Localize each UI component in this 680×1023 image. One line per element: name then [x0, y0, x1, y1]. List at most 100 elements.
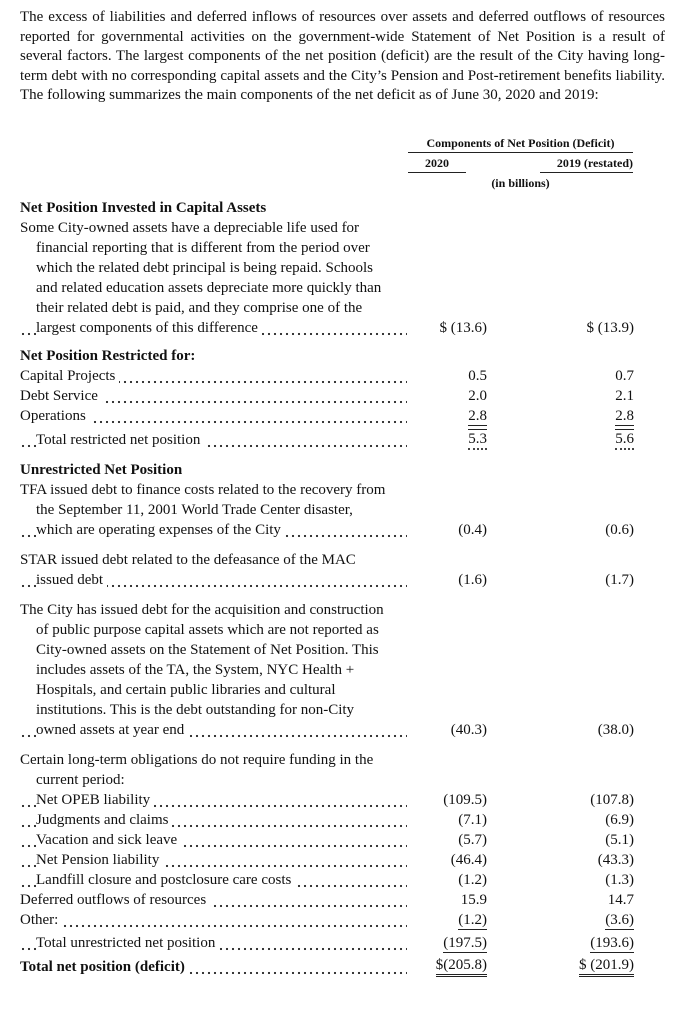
- value-text: $ (201.9): [579, 956, 634, 977]
- row-label-text: TFA issued debt to finance costs related…: [20, 482, 386, 538]
- row-label-text: Certain long-term obligations do not req…: [20, 752, 374, 788]
- value-text: (197.5): [443, 935, 487, 953]
- value-2019: 2.1: [615, 388, 634, 404]
- value-2019: 2.8: [487, 406, 634, 426]
- value-text: 5.3: [468, 429, 487, 450]
- heading-label: Net Position Restricted for:: [20, 348, 196, 364]
- value-2020: (1.6): [458, 572, 487, 588]
- row-label: Capital Projects: [20, 366, 407, 386]
- table-row: Deferred outflows of resources 15.9 14.7: [20, 890, 640, 910]
- value-2019: $ (201.9): [487, 955, 634, 977]
- row-label: Debt Service: [20, 386, 407, 406]
- value-2020: $ (13.6): [439, 320, 488, 336]
- value-2019: (5.1): [605, 832, 634, 848]
- value-2020: (1.2): [407, 910, 487, 930]
- row-label-text: Judgments and claims: [36, 812, 173, 828]
- column-header: 2019 (restated): [540, 154, 633, 173]
- row-label-text: Debt Service: [20, 388, 102, 404]
- row-label-text: Net OPEB liability: [36, 792, 155, 808]
- row-label-text: Deferred outflows of resources: [20, 892, 211, 908]
- row-label-text: Total net position (deficit): [20, 959, 189, 975]
- table-row: STAR issued debt related to the defeasan…: [20, 550, 640, 590]
- row-label: Total net position (deficit): [20, 957, 407, 977]
- section-heading: Net Position Invested in Capital Assets: [20, 198, 640, 218]
- row-label: Some City-owned assets have a depreciabl…: [20, 218, 407, 338]
- value-2020: (0.4): [458, 522, 487, 538]
- value-2020: 0.5: [468, 368, 487, 384]
- value-2019: 0.7: [615, 368, 634, 384]
- value-2020: (197.5): [407, 933, 487, 953]
- value-2020: (46.4): [450, 852, 487, 868]
- total-row: Total unrestricted net position (197.5) (1…: [20, 933, 640, 953]
- row-label: Operations: [20, 406, 407, 426]
- row-label: Judgments and claims: [20, 810, 407, 830]
- grand-total-row: Total net position (deficit) $(205.8) $ (2…: [20, 955, 640, 977]
- column-header: 2020: [408, 154, 466, 173]
- heading-label: Unrestricted Net Position: [20, 462, 183, 478]
- table-row: Debt Service 2.0 2.1: [20, 386, 640, 406]
- table-row: Other: (1.2) (3.6): [20, 910, 640, 930]
- row-label-text: The City has issued debt for the acquisi…: [20, 602, 384, 738]
- value-2019: (3.6): [487, 910, 634, 930]
- section-heading: Unrestricted Net Position: [20, 460, 640, 480]
- table-row: The City has issued debt for the acquisi…: [20, 600, 640, 740]
- value-2019: (193.6): [487, 933, 634, 953]
- row-label-text: Landfill closure and postclosure care co…: [36, 872, 296, 888]
- table-row: Capital Projects 0.5 0.7: [20, 366, 640, 386]
- row-label-text: Some City-owned assets have a depreciabl…: [20, 220, 382, 336]
- row-label: Landfill closure and postclosure care co…: [20, 870, 407, 890]
- net-position-table: Components of Net Position (Deficit) 202…: [20, 134, 640, 977]
- value-2019: (1.3): [605, 872, 634, 888]
- row-label: The City has issued debt for the acquisi…: [20, 600, 407, 740]
- table-header: Components of Net Position (Deficit): [20, 134, 640, 154]
- value-text: (193.6): [590, 935, 634, 953]
- value-text: $(205.8): [435, 956, 487, 977]
- table-header: 2020 2019 (restated): [20, 154, 640, 174]
- table-row: Judgments and claims (7.1) (6.9): [20, 810, 640, 830]
- value-2020: 15.9: [460, 892, 487, 908]
- row-label-text: Operations: [20, 408, 90, 424]
- value-2020: (40.3): [450, 722, 487, 738]
- row-label: Total restricted net position: [20, 430, 407, 450]
- value-text: 2.8: [468, 408, 487, 426]
- row-label: STAR issued debt related to the defeasan…: [20, 550, 407, 590]
- row-label-text: Net Pension liability: [36, 852, 164, 868]
- heading-label: Net Position Invested in Capital Assets: [20, 200, 267, 216]
- value-2020: $(205.8): [407, 955, 487, 977]
- row-label: Certain long-term obligations do not req…: [20, 750, 407, 790]
- table-row: Vacation and sick leave (5.7) (5.1): [20, 830, 640, 850]
- table-row: Net Pension liability (46.4) (43.3): [20, 850, 640, 870]
- value-text: (3.6): [605, 912, 634, 930]
- total-row: Total restricted net position 5.3 5.6: [20, 429, 640, 450]
- value-2020: (1.2): [458, 872, 487, 888]
- value-2020: (7.1): [458, 812, 487, 828]
- value-2019: (38.0): [597, 722, 634, 738]
- value-2020: 2.8: [407, 406, 487, 426]
- table-row: Certain long-term obligations do not req…: [20, 750, 640, 790]
- row-label: TFA issued debt to finance costs related…: [20, 480, 407, 540]
- table-row: Landfill closure and postclosure care co…: [20, 870, 640, 890]
- row-label-text: Total restricted net position: [36, 432, 205, 448]
- value-2019: (43.3): [597, 852, 634, 868]
- value-2019: 14.7: [607, 892, 634, 908]
- value-2019: (1.7): [605, 572, 634, 588]
- row-label-text: STAR issued debt related to the defeasan…: [20, 552, 356, 588]
- value-2019: $ (13.9): [586, 320, 635, 336]
- value-2020: (109.5): [443, 792, 487, 808]
- value-2020: (5.7): [458, 832, 487, 848]
- row-label: Net OPEB liability: [20, 790, 407, 810]
- table-header: (in billions): [20, 174, 640, 194]
- row-label: Deferred outflows of resources: [20, 890, 407, 910]
- value-2019: 5.6: [487, 429, 634, 450]
- intro-paragraph: The excess of liabilities and deferred i…: [20, 9, 665, 104]
- value-text: (1.2): [458, 912, 487, 930]
- value-text: 5.6: [615, 429, 634, 450]
- section-heading: Net Position Restricted for:: [20, 346, 640, 366]
- row-label: Other:: [20, 910, 407, 930]
- row-label: Total unrestricted net position: [20, 933, 407, 953]
- value-2020: 5.3: [407, 429, 487, 450]
- row-label: Vacation and sick leave: [20, 830, 407, 850]
- header-title: Components of Net Position (Deficit): [408, 134, 633, 153]
- row-label-text: Capital Projects: [20, 368, 120, 384]
